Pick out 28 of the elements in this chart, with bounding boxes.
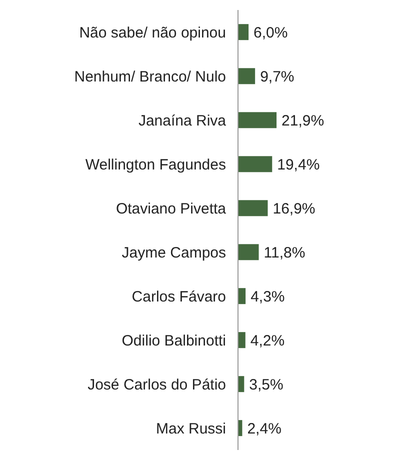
y-tick-label: Max Russi [156,420,226,438]
y-tick-label: Wellington Fagundes [85,156,226,174]
bar [238,112,277,128]
bar [238,200,268,216]
y-tick-label: Carlos Fávaro [132,288,226,306]
bar [238,288,246,304]
y-tick-label: Jayme Campos [122,244,226,262]
bar [238,156,272,172]
data-label: 16,9% [272,200,316,218]
bar [238,24,249,40]
data-label: 4,3% [250,288,285,306]
y-tick-label: Janaína Riva [138,112,227,130]
data-label: 21,9% [282,112,324,130]
y-tick-label: Otaviano Pivetta [116,200,227,218]
bar [238,332,246,348]
data-label: 19,4% [277,156,320,174]
bar [238,244,259,260]
data-label: 11,8% [264,244,306,262]
data-label: 2,4% [247,420,282,438]
y-tick-label: Odilio Balbinotti [122,332,226,350]
y-tick-label: José Carlos do Pátio [88,376,226,394]
data-label: 9,7% [260,68,294,86]
y-tick-label: Nenhum/ Branco/ Nulo [74,68,226,86]
y-tick-label: Não sabe/ não opinou [79,24,226,42]
data-label: 4,2% [250,332,285,350]
data-label: 6,0% [254,24,288,42]
data-label: 3,5% [249,376,284,394]
bar [238,68,256,84]
